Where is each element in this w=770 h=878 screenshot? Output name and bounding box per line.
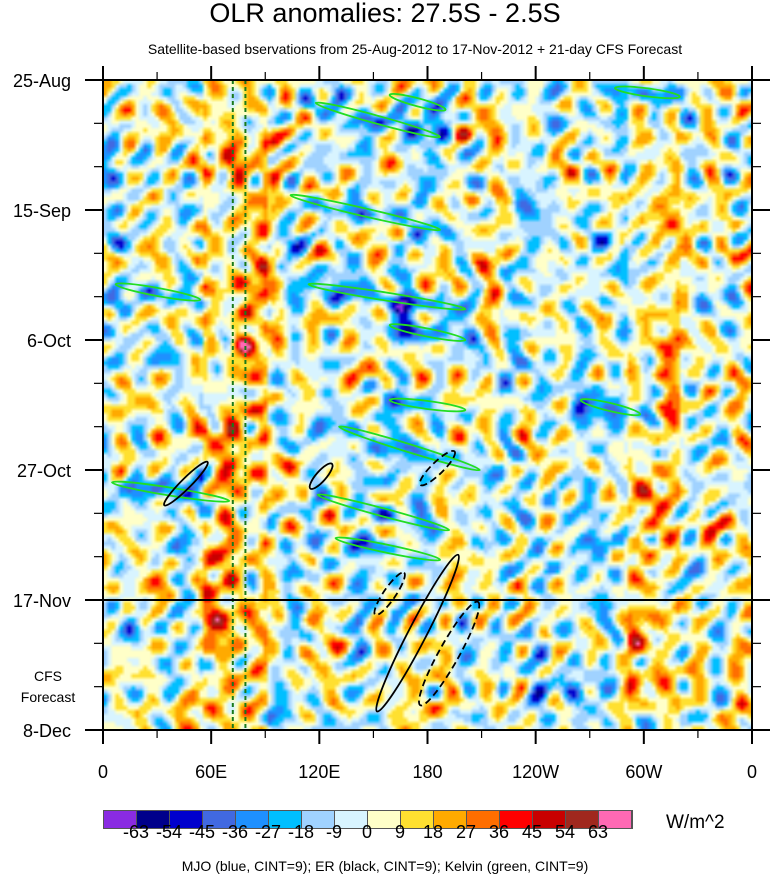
colorbar-level-label: 36 xyxy=(488,822,510,842)
olr-anomaly-field xyxy=(103,80,752,730)
kelvin-contour xyxy=(289,193,442,232)
colorbar-level-label: -27 xyxy=(254,822,282,842)
contour-legend-note: MJO (blue, CINT=9); ER (black, CINT=9); … xyxy=(181,858,589,874)
kelvin-contour xyxy=(114,282,202,302)
forecast-label: CFS Forecast xyxy=(18,666,78,708)
colorbar-swatch xyxy=(401,811,434,828)
chart-title: OLR anomalies: 27.5S - 2.5S xyxy=(209,0,561,28)
colorbar-level-label: 63 xyxy=(587,822,609,842)
kelvin-contour xyxy=(307,282,467,311)
colorbar-swatch xyxy=(566,811,599,828)
colorbar-level-label: 0 xyxy=(361,822,373,842)
er-negative-contour xyxy=(373,571,406,617)
er-negative-contour xyxy=(418,449,456,487)
y-tick-label: 25-Aug xyxy=(13,71,71,91)
x-tick-label: 120E xyxy=(298,762,340,782)
colorbar-swatch xyxy=(203,811,236,828)
colorbar-swatch xyxy=(500,811,533,828)
y-tick-label: 6-Oct xyxy=(27,331,71,351)
x-tick-label: 0 xyxy=(98,762,108,782)
kelvin-contour xyxy=(334,536,442,562)
kelvin-contour xyxy=(111,480,231,503)
chart-subtitle: Satellite-based bservations from 25-Aug-… xyxy=(147,41,683,57)
colorbar-swatch xyxy=(302,811,335,828)
colorbar-level-label: -36 xyxy=(221,822,249,842)
kelvin-contour xyxy=(338,425,481,472)
colorbar-swatch xyxy=(137,811,170,828)
forecast-label-line1: CFS xyxy=(34,668,62,684)
colorbar-swatch xyxy=(335,811,368,828)
colorbar-level-label: -63 xyxy=(122,822,150,842)
y-tick-label: 15-Sep xyxy=(13,201,71,221)
kelvin-contour xyxy=(579,398,642,417)
forecast-label-line2: Forecast xyxy=(20,689,76,705)
colorbar-swatch xyxy=(236,811,269,828)
kelvin-contour xyxy=(388,323,467,342)
colorbar-level-label: -9 xyxy=(325,822,343,842)
x-tick-label: 60W xyxy=(625,762,662,782)
y-tick-label: 8-Dec xyxy=(23,721,71,741)
er-positive-contour xyxy=(163,460,209,507)
kelvin-contour xyxy=(388,397,467,413)
colorbar-units: W/m^2 xyxy=(666,812,725,833)
er-negative-contour xyxy=(418,600,481,707)
x-tick-label: 60E xyxy=(195,762,227,782)
kelvin-contour xyxy=(614,85,681,100)
colorbar-level-label: -45 xyxy=(188,822,216,842)
y-tick-label: 27-Oct xyxy=(17,461,71,481)
colorbar-swatch xyxy=(368,811,401,828)
colorbar-level-label: 27 xyxy=(455,822,477,842)
colorbar-swatch xyxy=(104,811,137,828)
kelvin-contour xyxy=(314,101,442,139)
colorbar-swatch xyxy=(269,811,302,828)
colorbar-swatch xyxy=(434,811,467,828)
y-tick-label: 17-Nov xyxy=(13,591,71,611)
colorbar-swatch xyxy=(599,811,632,828)
x-tick-label: 120W xyxy=(512,762,559,782)
er-positive-contour xyxy=(308,462,334,490)
x-tick-label: 0 xyxy=(747,762,757,782)
colorbar-level-label: 54 xyxy=(554,822,576,842)
colorbar-level-label: -54 xyxy=(155,822,183,842)
kelvin-contour xyxy=(316,493,451,532)
colorbar-level-label: 18 xyxy=(422,822,444,842)
colorbar-level-label: 45 xyxy=(521,822,543,842)
kelvin-contour xyxy=(388,93,447,112)
er-positive-contour xyxy=(375,553,460,713)
x-tick-label: 180 xyxy=(412,762,442,782)
colorbar-level-label: 9 xyxy=(394,822,406,842)
colorbar-swatch xyxy=(170,811,203,828)
colorbar-swatch xyxy=(467,811,500,828)
colorbar-swatch xyxy=(533,811,566,828)
colorbar-level-label: -18 xyxy=(287,822,315,842)
colorbar xyxy=(103,810,633,829)
